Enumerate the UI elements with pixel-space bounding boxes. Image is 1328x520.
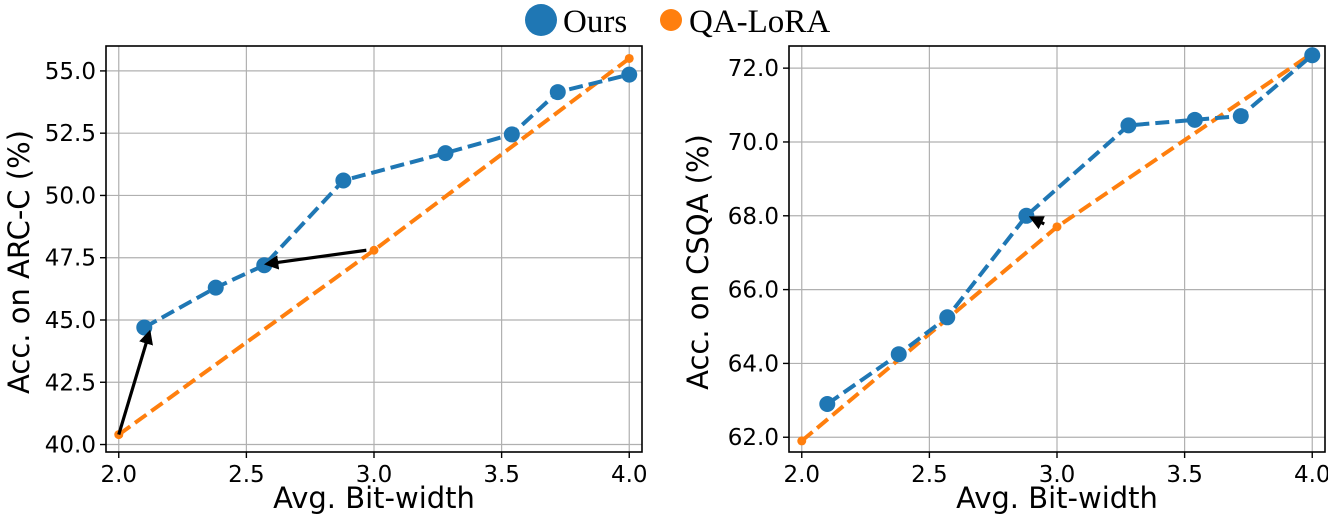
legend-item-ours: Ours [525, 4, 627, 40]
arc-c-y-tick-label-2: 45.0 [45, 308, 96, 334]
arc-c-ours-point-6 [549, 84, 566, 101]
arc-c-y-tick-label-1: 42.5 [45, 370, 96, 396]
arc-c-qa-lora-point-1 [369, 245, 379, 255]
csqa-x-tick-label-3: 3.5 [1166, 462, 1203, 488]
csqa-ours-line [826, 53, 1314, 406]
arc-c-y-tick-label-4: 50.0 [45, 183, 96, 209]
csqa-qa-lora-point-0 [797, 436, 807, 446]
arc-c-x-tick-label-1: 2.5 [228, 462, 265, 488]
arc-c-y-tick-label-3: 47.5 [45, 246, 96, 272]
arc-c-panel: Acc. on ARC-C (%) Avg. Bit-width 2.0 2.5 3… [2, 45, 648, 515]
arc-c-y-axis-label: Acc. on ARC-C (%) [2, 130, 36, 394]
csqa-x-axis-label: Avg. Bit-width [956, 481, 1158, 515]
arc-c-improvement-arrow-1 [263, 248, 367, 270]
arc-c-qa-lora-point-2 [624, 53, 634, 63]
csqa-ours-point-1 [890, 346, 907, 363]
csqa-x-tick-label-0: 2.0 [783, 462, 820, 488]
csqa-y-tick-label-3: 68.0 [728, 204, 779, 230]
csqa-x-tick-label-1: 2.5 [911, 462, 948, 488]
csqa-ours-point-4 [1120, 117, 1137, 134]
csqa-ours-point-6 [1232, 108, 1249, 125]
csqa-y-tick-label-0: 62.0 [728, 425, 779, 451]
csqa-x-tick-label-2: 3.0 [1039, 462, 1076, 488]
arc-c-improvement-arrow-0 [117, 329, 153, 436]
arc-c-y-tick-label-0: 40.0 [45, 433, 96, 459]
csqa-panel: Acc. on CSQA (%) Avg. Bit-width 2.0 2.5 3.… [681, 45, 1328, 515]
arc-c-x-axis-label: Avg. Bit-width [273, 481, 475, 515]
csqa-y-tick-label-5: 72.0 [728, 56, 779, 82]
arc-c-ours-point-7 [621, 66, 638, 83]
csqa-y-tick-label-4: 70.0 [728, 130, 779, 156]
csqa-y-tick-label-2: 66.0 [728, 278, 779, 304]
legend: Ours QA-LoRA [525, 4, 830, 40]
arc-c-ours-point-5 [503, 126, 520, 143]
arc-c-x-tick-label-3: 3.5 [483, 462, 520, 488]
arc-c-ours-line [143, 72, 630, 330]
csqa-qa-lora-point-1 [1052, 222, 1062, 232]
arc-c-y-tick-label-5: 52.5 [45, 121, 96, 147]
csqa-improvement-arrow-0 [1028, 216, 1045, 230]
csqa-x-tick-label-4: 4.0 [1294, 462, 1328, 488]
arc-c-y-tick-label-6: 55.0 [45, 59, 96, 85]
csqa-ours-point-7 [1304, 47, 1321, 64]
arc-c-ours-point-4 [437, 145, 454, 162]
csqa-y-axis-label: Acc. on CSQA (%) [681, 134, 715, 390]
csqa-ours-point-2 [939, 309, 956, 326]
arc-c-qa-lora-line [117, 56, 631, 437]
legend-marker-ours [525, 4, 557, 36]
legend-label-ours: Ours [563, 4, 627, 40]
arc-c-x-tick-label-2: 3.0 [356, 462, 393, 488]
legend-marker-qa-lora [660, 9, 682, 31]
arc-c-ours-point-2 [256, 257, 273, 274]
arc-c-ours-point-3 [335, 172, 352, 189]
arc-c-x-tick-label-0: 2.0 [100, 462, 137, 488]
legend-item-qa-lora: QA-LoRA [660, 4, 830, 40]
arc-c-x-tick-label-4: 4.0 [611, 462, 648, 488]
csqa-y-tick-label-1: 64.0 [728, 351, 779, 377]
csqa-ours-point-3 [1018, 207, 1035, 224]
csqa-ours-point-0 [819, 396, 836, 413]
arc-c-ours-point-1 [207, 279, 224, 296]
legend-label-qa-lora: QA-LoRA [689, 4, 830, 40]
csqa-ours-point-5 [1186, 111, 1203, 128]
